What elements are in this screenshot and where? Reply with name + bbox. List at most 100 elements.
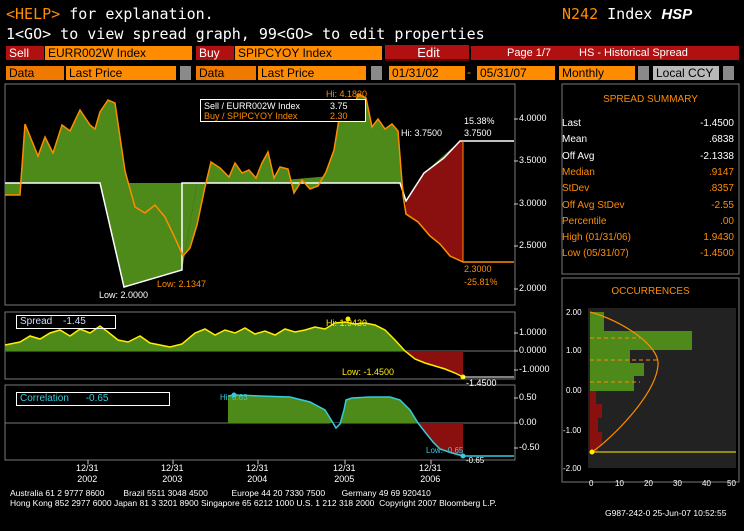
function-code: HSP <box>661 6 693 23</box>
currency-dropdown[interactable] <box>723 66 734 80</box>
title-bar: Page 1/7 HS - Historical Spread <box>471 46 739 60</box>
footer-line-2: Hong Kong 852 2977 6000 Japan 81 3 3201 … <box>10 498 497 508</box>
buy-security-input[interactable]: SPIPCYOY Index <box>235 46 382 60</box>
summary-row-value: -2.1338 <box>700 150 734 162</box>
periodicity-dropdown[interactable] <box>638 66 649 80</box>
price-ytick-5: 2.0000 <box>519 283 547 293</box>
occ-bar-green-5 <box>590 312 604 331</box>
corr-high-marker <box>231 392 237 398</box>
occ-bar-green-2 <box>590 363 644 376</box>
price-hi-orange: Hi: 4.1830 <box>326 89 368 99</box>
corr-label: Correlation <box>20 393 69 404</box>
price-hi-white: Hi: 3.7500 <box>401 128 443 138</box>
summary-row-label: High (01/31/06) <box>562 232 631 244</box>
summary-row: StDev .8357 <box>562 181 738 196</box>
spread-low-label: Low: -1.4500 <box>342 367 395 377</box>
currency-select[interactable]: Local CCY <box>653 66 719 80</box>
ticker: N242 <box>562 5 599 23</box>
index-label: Index <box>607 5 653 23</box>
summary-row-value: .00 <box>720 215 734 227</box>
price-ytick-4: 2.5000 <box>519 240 547 250</box>
x-axis-label-4: 12/31 2005 <box>333 463 356 484</box>
corr-low-label: Low: -0.65 <box>426 446 464 455</box>
page-indicator[interactable]: Page 1/7 <box>507 47 552 59</box>
corr-ytick-1: 0.50 <box>519 392 537 402</box>
spread-value: -1.45 <box>63 316 86 327</box>
price-last-white: 3.7500 <box>464 128 492 138</box>
spread-axis-ticks <box>514 332 518 371</box>
occ-ytick-4: -1.00 <box>563 426 582 435</box>
summary-row-label: Off Avg <box>562 150 595 162</box>
summary-panel-frame <box>561 83 740 275</box>
price-legend-box: Sell / EURR002W Index 3.75 Buy / SPIPCYO… <box>200 99 366 122</box>
sell-label: Sell <box>6 46 44 60</box>
summary-title: SPREAD SUMMARY <box>603 94 698 105</box>
periodicity-select[interactable]: Monthly <box>559 66 635 80</box>
occ-bar-red-3 <box>590 418 598 432</box>
price-pct-white: 15.38% <box>464 116 495 126</box>
help-tag[interactable]: <HELP> <box>6 5 61 23</box>
corr-ytick-2: 0.00 <box>519 417 537 427</box>
occ-ytick-3: 0.00 <box>566 386 582 395</box>
spread-ytick-1: 1.0000 <box>519 327 547 337</box>
start-date-input[interactable]: 01/31/02 <box>389 66 465 80</box>
occ-last-marker <box>589 449 595 455</box>
summary-row-label: Off Avg StDev <box>562 199 625 211</box>
corr-green-area <box>228 395 418 428</box>
price-axis-ticks <box>514 118 518 290</box>
occ-bar-red-2 <box>590 432 602 446</box>
x-axis-label-2: 12/31 2003 <box>161 463 184 484</box>
price-low-white: Low: 2.0000 <box>99 290 149 300</box>
legend-sell-label: Sell / EURR002W Index <box>204 101 301 111</box>
occ-xtick-4: 30 <box>673 479 682 488</box>
price-green-area-2 <box>100 183 197 287</box>
spread-red-area <box>405 351 463 377</box>
end-date-input[interactable]: 05/31/07 <box>477 66 555 80</box>
price-pct-orange: -25.81% <box>464 277 498 287</box>
occ-bar-red-1 <box>590 446 598 452</box>
summary-row-value: 1.9430 <box>703 232 734 244</box>
instruction-line: 1<GO> to view spread graph, 99<GO> to ed… <box>6 25 485 43</box>
spread-last-label: -1.4500 <box>466 378 497 388</box>
spread-ytick-2: 0.0000 <box>519 345 547 355</box>
edit-button[interactable]: Edit <box>385 45 469 61</box>
occ-xtick-5: 40 <box>702 479 711 488</box>
header-line-1: <HELP> for explanation. <box>6 5 214 23</box>
summary-row-value: .6838 <box>708 134 734 146</box>
spread-chart <box>4 316 514 380</box>
x-axis-label-3: 12/31 2004 <box>246 463 269 484</box>
corr-last-label: -0.65 <box>466 456 485 465</box>
data-label-2: Data <box>196 66 256 80</box>
summary-row: Median .9147 <box>562 165 738 180</box>
price-ytick-2: 3.5000 <box>519 155 547 165</box>
spread-hi-label: Hi: 1.9430 <box>326 318 368 328</box>
spread-ytick-3: -1.0000 <box>519 364 550 374</box>
function-title: N242 Index HSP <box>562 5 692 24</box>
legend-buy-label: Buy / SPIPCYOY Index <box>204 111 298 121</box>
help-text: for explanation. <box>69 5 214 23</box>
summary-row-value: .9147 <box>708 166 734 178</box>
spread-line <box>4 321 464 378</box>
buy-label: Buy <box>196 46 234 60</box>
occ-xtick-3: 20 <box>644 479 653 488</box>
corr-axis-ticks <box>514 397 518 449</box>
occ-ytick-1: 2.00 <box>566 308 582 317</box>
data-field-1[interactable]: Last Price <box>66 66 176 80</box>
spread-high-marker <box>345 316 351 322</box>
x-axis-label-5: 12/31 2006 <box>419 463 442 484</box>
corr-hi-label: Hi: 0.63 <box>220 393 248 402</box>
data-field-1-dropdown[interactable] <box>180 66 191 80</box>
occ-ytick-2: 1.00 <box>566 346 582 355</box>
price-ytick-3: 3.0000 <box>519 198 547 208</box>
sell-security-input[interactable]: EURR002W Index <box>45 46 192 60</box>
summary-row: Off Avg StDev -2.55 <box>562 198 738 213</box>
data-field-2-dropdown[interactable] <box>371 66 382 80</box>
data-field-2[interactable]: Last Price <box>258 66 366 80</box>
spread-label-box: Spread -1.45 <box>16 315 116 329</box>
occ-xtick-6: 50 <box>727 479 736 488</box>
occ-xtick-2: 10 <box>615 479 624 488</box>
summary-row-value: .8357 <box>708 183 734 195</box>
occ-bar-green-1 <box>590 376 634 391</box>
spread-label: Spread <box>20 316 53 327</box>
